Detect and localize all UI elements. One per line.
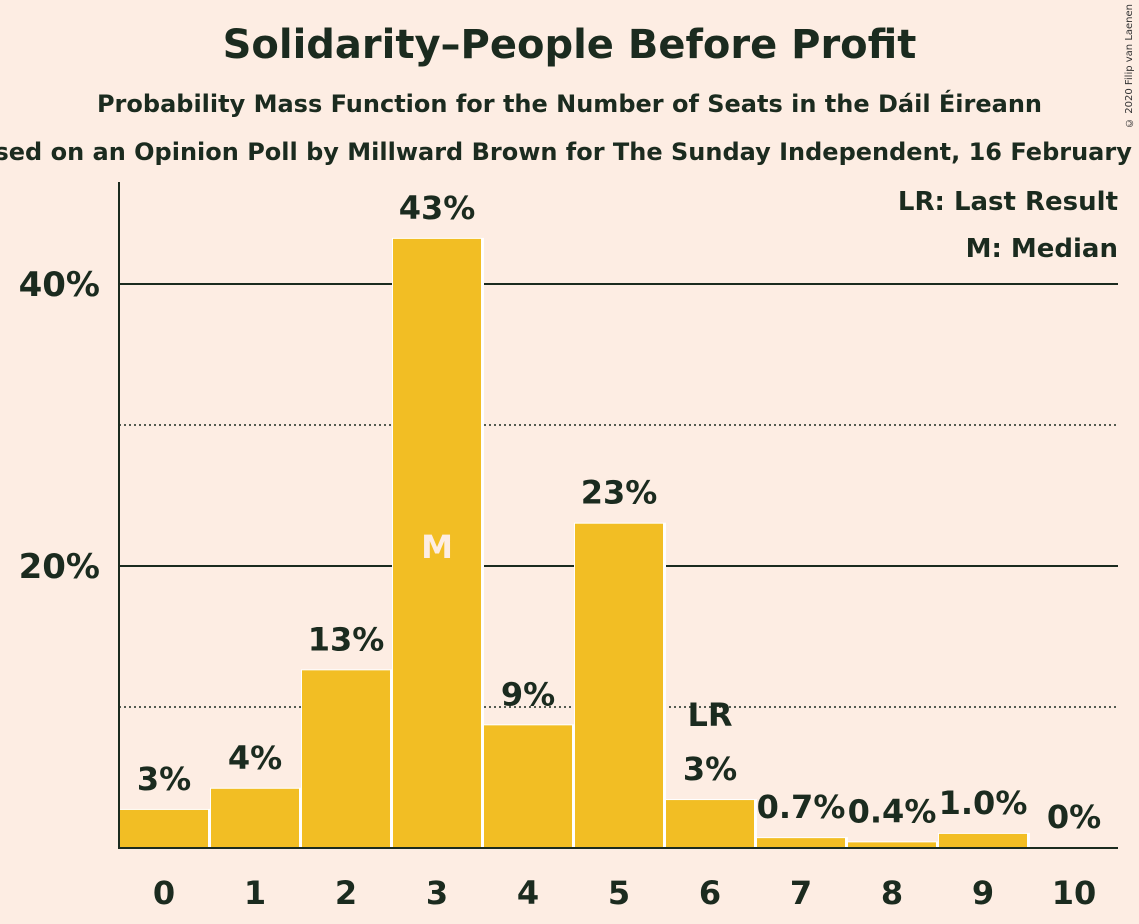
bar — [484, 725, 572, 848]
bar — [757, 838, 845, 848]
x-tick-label: 7 — [790, 874, 812, 912]
legend-last-result: LR: Last Result — [898, 187, 1118, 217]
chart-subtitle: Probability Mass Function for the Number… — [96, 90, 1043, 118]
data-label: 1.0% — [939, 784, 1028, 822]
bar — [393, 238, 481, 848]
chart-source: Based on an Opinion Poll by Millward Bro… — [0, 138, 1139, 166]
x-tick-label: 8 — [881, 874, 903, 912]
bar — [848, 842, 936, 848]
data-label: 43% — [399, 189, 476, 227]
data-label: 13% — [308, 620, 385, 658]
bar — [939, 833, 1027, 848]
x-tick-label: 5 — [608, 874, 630, 912]
data-label: 0% — [1047, 798, 1101, 836]
data-label: 0.7% — [757, 788, 846, 826]
chart-title: Solidarity–People Before Profit — [222, 22, 917, 68]
bar — [302, 670, 390, 848]
data-label: 4% — [228, 739, 282, 777]
data-label: 3% — [683, 750, 737, 788]
x-tick-label: 9 — [972, 874, 994, 912]
x-tick-label: 6 — [699, 874, 721, 912]
x-tick-label: 2 — [335, 874, 357, 912]
median-marker: M — [421, 528, 453, 566]
data-label: 0.4% — [848, 792, 937, 830]
x-tick-label: 10 — [1052, 874, 1097, 912]
x-tick-label: 0 — [153, 874, 175, 912]
x-tick-label: 1 — [244, 874, 266, 912]
data-label: 3% — [137, 760, 191, 798]
x-tick-label: 4 — [517, 874, 539, 912]
data-label: 23% — [581, 474, 658, 512]
legend-median: M: Median — [966, 234, 1118, 264]
y-tick-label: 20% — [19, 547, 100, 587]
bar — [575, 523, 663, 848]
y-tick-label: 40% — [19, 265, 100, 305]
bar — [120, 809, 208, 848]
x-tick-label: 3 — [426, 874, 448, 912]
bar — [666, 800, 754, 848]
data-label: 9% — [501, 675, 555, 713]
bar — [211, 788, 299, 848]
last-result-marker: LR — [687, 696, 732, 734]
